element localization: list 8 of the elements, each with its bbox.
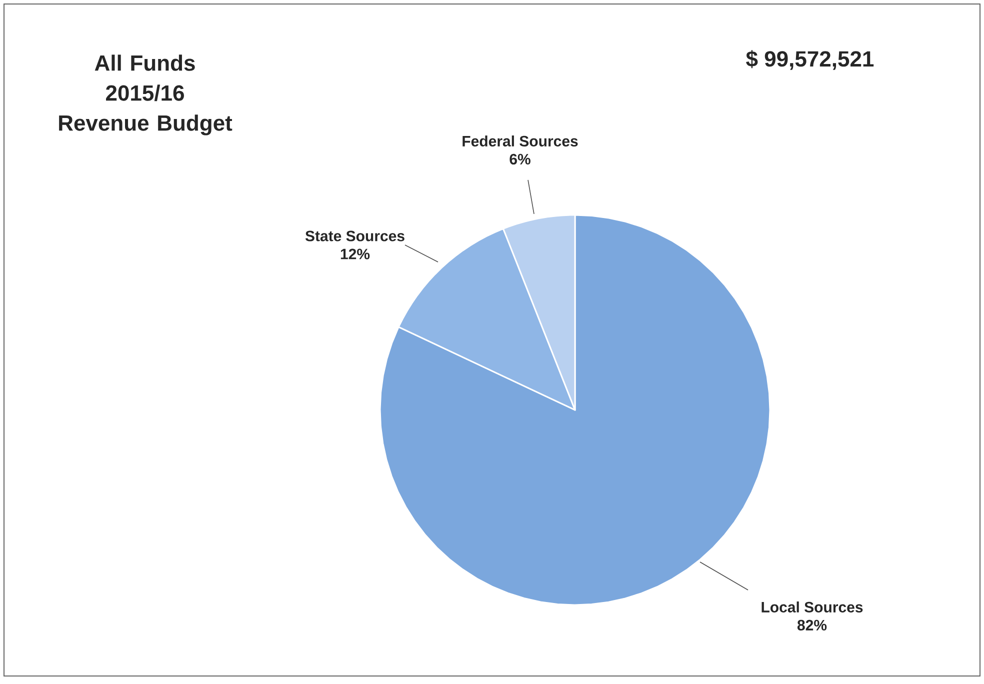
slice-label: State Sources [305, 230, 404, 242]
data-label: 82% [797, 620, 827, 630]
slice-label: Federal Sources [462, 135, 578, 146]
slice-label: Local Sources [762, 601, 863, 612]
data-label: 12% [340, 248, 370, 260]
data-label: 6% [510, 154, 530, 164]
chart-title: All Funds 2015/16 Revenue Budget [59, 54, 232, 136]
text: $ 99,572,521 [746, 50, 874, 70]
